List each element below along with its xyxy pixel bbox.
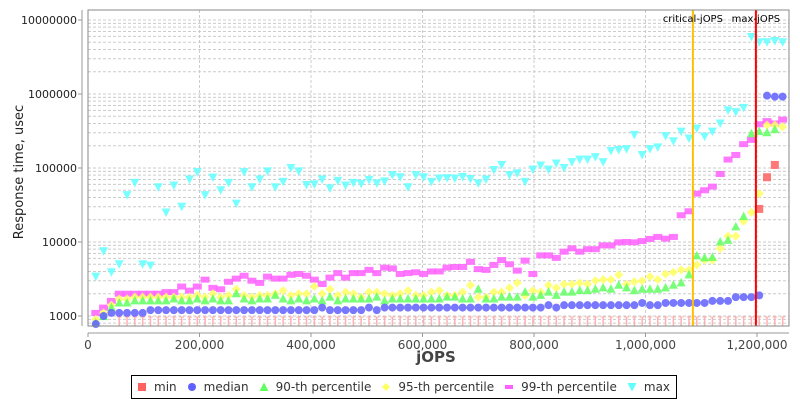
min-stems bbox=[116, 316, 786, 326]
circle-marker-icon bbox=[186, 381, 198, 393]
legend-item-max: max bbox=[626, 380, 670, 394]
svg-text:1,000,000: 1,000,000 bbox=[615, 338, 676, 352]
data-points bbox=[91, 32, 788, 328]
svg-text:1000: 1000 bbox=[49, 310, 77, 323]
legend-label: min bbox=[154, 380, 177, 394]
legend-label: median bbox=[203, 380, 249, 394]
square-marker-icon bbox=[503, 381, 515, 393]
svg-text:10000: 10000 bbox=[42, 236, 77, 249]
triangle-up-marker-icon bbox=[258, 381, 270, 393]
square-marker-icon bbox=[136, 381, 148, 393]
svg-text:200,000: 200,000 bbox=[175, 338, 225, 352]
legend-item-min: min bbox=[136, 380, 177, 394]
chart-legend: min median 90-th percentile 95-th percen… bbox=[131, 375, 678, 399]
svg-text:800,000: 800,000 bbox=[509, 338, 559, 352]
legend-item-90th: 90-th percentile bbox=[258, 380, 372, 394]
grid-lines bbox=[88, 10, 789, 326]
legend-label: max bbox=[643, 380, 671, 394]
legend-item-95th: 95-th percentile bbox=[380, 380, 494, 394]
legend-label: 95-th percentile bbox=[398, 380, 495, 394]
svg-text:600,000: 600,000 bbox=[398, 338, 448, 352]
x-axis-label: jOPS bbox=[415, 348, 456, 366]
plot-border bbox=[87, 9, 790, 327]
svg-text:0: 0 bbox=[84, 338, 92, 352]
legend-label: 99-th percentile bbox=[521, 380, 617, 394]
svg-text:100000: 100000 bbox=[35, 162, 77, 175]
triangle-down-marker-icon bbox=[626, 381, 638, 393]
legend-item-99th: 99-th percentile bbox=[503, 380, 617, 394]
legend-label: 90-th percentile bbox=[275, 380, 372, 394]
svg-text:400,000: 400,000 bbox=[286, 338, 336, 352]
diamond-marker-icon bbox=[380, 381, 392, 393]
svg-text:max-jOPS: max-jOPS bbox=[732, 14, 780, 25]
y-axis-label: Response time, usec bbox=[12, 105, 27, 239]
svg-text:1,200,000: 1,200,000 bbox=[726, 338, 787, 352]
y-axis-ticks: 1000 10000 100000 1000000 10000000 bbox=[21, 10, 83, 326]
threshold-lines: critical-jOPS max-jOPS bbox=[663, 10, 780, 326]
x-axis-ticks: 0 200,000 400,000 600,000 800,000 1,000,000 1,… bbox=[84, 332, 789, 352]
svg-text:critical-jOPS: critical-jOPS bbox=[663, 14, 723, 25]
svg-text:1000000: 1000000 bbox=[28, 88, 77, 101]
svg-text:10000000: 10000000 bbox=[21, 14, 77, 27]
legend-item-median: median bbox=[186, 380, 249, 394]
